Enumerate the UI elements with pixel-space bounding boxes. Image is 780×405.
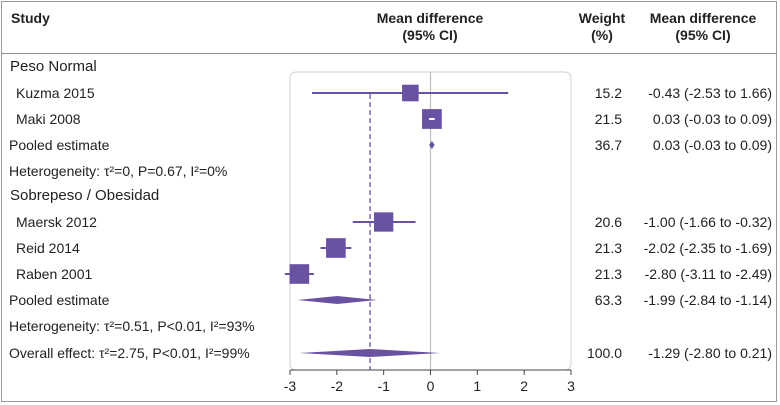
x-tick-label-6: 3 <box>567 378 575 394</box>
subgroup-label-5: Sobrepeso / Obesidad <box>10 187 160 204</box>
het-label-10: Heterogeneity: τ²=0.51, P<0.01, I²=93% <box>9 318 255 334</box>
x-tick-label-2: -1 <box>377 378 390 394</box>
pooled-diamond-3 <box>429 141 435 149</box>
header-ci-line1: Mean difference <box>649 10 757 26</box>
ci-value-8: -2.80 (-3.11 to -2.49) <box>644 266 772 282</box>
weight-value-3: 36.7 <box>594 137 622 153</box>
pooled-diamond-9 <box>297 296 378 304</box>
effect-square-6 <box>374 212 394 232</box>
weight-value-11: 100.0 <box>586 345 622 361</box>
ci-value-11: -1.29 (-2.80 to 0.21) <box>648 345 772 361</box>
pooled-label-3: Pooled estimate <box>9 137 110 153</box>
x-tick-label-5: 2 <box>520 378 528 394</box>
ci-value-2: 0.03 (-0.03 to 0.09) <box>652 111 772 127</box>
header-weight-line2: (%) <box>591 27 613 43</box>
weight-value-1: 15.2 <box>594 85 622 101</box>
study-label-6: Maersk 2012 <box>16 214 97 230</box>
weight-value-2: 21.5 <box>594 111 622 127</box>
effect-square-7 <box>326 238 346 258</box>
ci-value-9: -1.99 (-2.84 to -1.14) <box>643 292 772 308</box>
study-label-2: Maki 2008 <box>16 111 81 127</box>
header-weight-line1: Weight <box>578 10 626 26</box>
weight-value-8: 21.3 <box>594 266 622 282</box>
x-tick-label-4: 1 <box>473 378 481 394</box>
header-study: Study <box>11 10 50 26</box>
weight-value-9: 63.3 <box>594 292 622 308</box>
header-mean-difference-line1: Mean difference <box>376 10 484 26</box>
header-divider <box>1 53 777 54</box>
ci-value-3: 0.03 (-0.03 to 0.09) <box>652 137 772 153</box>
effect-square-8 <box>289 264 310 284</box>
ci-value-6: -1.00 (-1.66 to -0.32) <box>643 214 772 230</box>
ci-value-1: -0.43 (-2.53 to 1.66) <box>648 85 772 101</box>
study-label-1: Kuzma 2015 <box>16 85 95 101</box>
weight-value-6: 20.6 <box>594 214 622 230</box>
header-mean-difference-line2: (95% CI) <box>402 27 458 43</box>
study-label-8: Raben 2001 <box>16 266 93 282</box>
pooled-label-11: Overall effect: τ²=2.75, P<0.01, I²=99% <box>9 345 250 361</box>
x-tick-label-3: 0 <box>427 378 435 394</box>
x-tick-label-1: -2 <box>331 378 344 394</box>
ci-value-7: -2.02 (-2.35 to -1.69) <box>643 240 772 256</box>
pooled-label-9: Pooled estimate <box>9 292 110 308</box>
het-label-4: Heterogeneity: τ²=0, P=0.67, I²=0% <box>9 163 228 179</box>
effect-square-1 <box>402 84 419 102</box>
weight-value-7: 21.3 <box>594 240 622 256</box>
study-label-7: Reid 2014 <box>16 240 80 256</box>
header-ci-line2: (95% CI) <box>675 27 731 43</box>
pooled-diamond-11 <box>299 349 441 357</box>
subgroup-label-0: Peso Normal <box>10 58 97 75</box>
x-tick-label-0: -3 <box>284 378 297 394</box>
